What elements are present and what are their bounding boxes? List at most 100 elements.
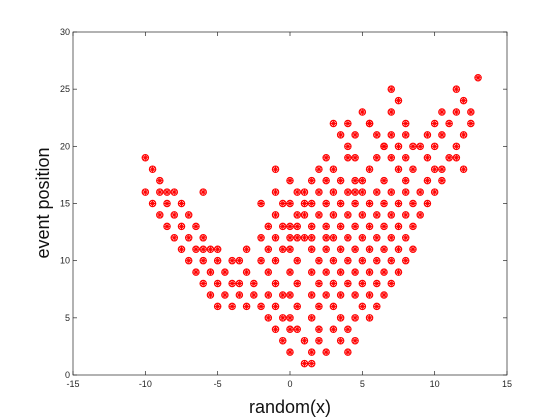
data-point — [329, 211, 338, 219]
data-point — [271, 256, 280, 265]
data-point — [293, 302, 301, 311]
data-point — [336, 268, 345, 276]
data-point — [423, 199, 432, 208]
data-point — [315, 256, 323, 265]
data-point — [307, 359, 316, 368]
data-point — [322, 291, 330, 299]
data-point — [373, 154, 381, 162]
data-point — [344, 188, 352, 196]
data-point — [257, 199, 265, 208]
data-point — [206, 268, 215, 276]
data-point — [351, 222, 359, 231]
x-tick-label: 0 — [287, 379, 292, 389]
data-point — [365, 199, 374, 208]
data-point — [380, 222, 388, 231]
data-point — [336, 245, 345, 253]
data-point — [322, 199, 330, 208]
x-axis-label: random(x) — [249, 397, 331, 417]
data-point — [394, 245, 403, 253]
data-point — [235, 279, 244, 288]
data-point — [322, 176, 330, 185]
data-point — [250, 279, 258, 288]
data-point — [409, 199, 417, 208]
data-point — [336, 336, 345, 345]
data-point — [387, 279, 396, 288]
data-point — [192, 222, 200, 231]
x-tick-label: -5 — [214, 379, 222, 389]
data-point — [351, 199, 359, 208]
data-point — [344, 348, 352, 356]
data-point — [394, 96, 403, 105]
data-point — [300, 188, 309, 196]
data-point — [300, 359, 309, 368]
data-point — [279, 199, 287, 208]
data-point — [401, 176, 410, 185]
data-point — [416, 142, 424, 151]
y-axis-label: event position — [33, 147, 53, 258]
data-point — [358, 188, 367, 196]
data-point — [286, 234, 294, 242]
data-point — [322, 348, 330, 356]
x-tick-label: -10 — [139, 379, 152, 389]
y-tick-label: 5 — [65, 313, 70, 323]
data-point — [459, 165, 468, 173]
data-point — [271, 325, 280, 334]
data-point — [307, 222, 316, 231]
data-point — [141, 154, 150, 162]
y-axis-ticks: 0 5 10 15 20 25 30 — [60, 27, 507, 380]
data-point — [401, 119, 410, 128]
data-point — [279, 291, 287, 299]
data-point — [315, 279, 323, 288]
data-point — [156, 188, 164, 196]
data-point — [264, 268, 273, 276]
data-point — [170, 188, 179, 196]
data-point — [409, 245, 417, 253]
data-point — [423, 131, 432, 139]
data-point — [293, 325, 301, 334]
data-point — [380, 199, 388, 208]
data-point — [163, 188, 171, 196]
data-point — [416, 211, 424, 219]
data-point — [380, 291, 388, 299]
data-point — [409, 222, 417, 231]
data-point — [452, 154, 461, 162]
data-point — [430, 188, 439, 196]
y-tick-label: 30 — [60, 27, 70, 37]
data-point — [228, 256, 236, 265]
data-point — [401, 131, 410, 139]
x-tick-label: 15 — [502, 379, 512, 389]
data-point — [221, 268, 229, 276]
data-point — [344, 211, 352, 219]
data-point — [307, 348, 316, 356]
data-point — [271, 302, 280, 311]
data-point — [344, 325, 352, 334]
data-point — [358, 302, 367, 311]
data-point — [351, 154, 359, 162]
data-point — [206, 245, 215, 253]
data-point — [438, 165, 446, 173]
data-point — [271, 211, 280, 219]
data-point — [387, 85, 396, 93]
data-point — [286, 222, 294, 231]
y-tick-label: 25 — [60, 84, 70, 94]
data-point — [199, 234, 207, 242]
data-point — [307, 234, 316, 242]
data-point — [322, 222, 330, 231]
data-point — [264, 245, 273, 253]
data-point — [365, 245, 374, 253]
data-point — [394, 199, 403, 208]
y-tick-label: 15 — [60, 199, 70, 209]
data-point — [271, 234, 280, 242]
data-point — [163, 199, 171, 208]
data-point — [300, 336, 309, 345]
data-point — [286, 314, 294, 322]
data-point — [293, 279, 301, 288]
data-point — [279, 222, 287, 231]
y-tick-label: 20 — [60, 141, 70, 151]
data-point — [365, 119, 374, 128]
data-point — [148, 199, 157, 208]
data-point — [307, 199, 316, 208]
data-point — [271, 165, 280, 173]
data-point — [156, 176, 164, 185]
